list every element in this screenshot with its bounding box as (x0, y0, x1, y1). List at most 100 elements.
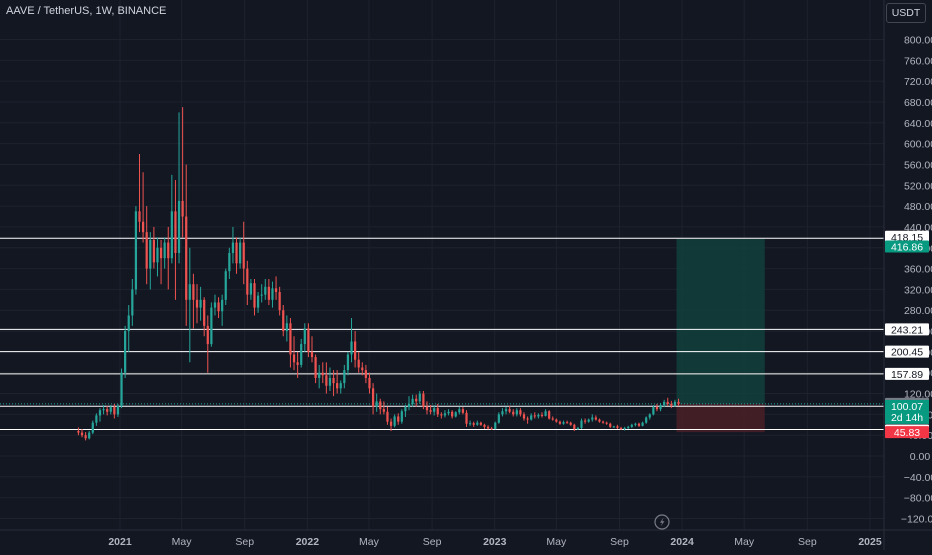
candle-body (91, 422, 94, 433)
candle (318, 364, 321, 389)
candle-body (673, 401, 677, 406)
candle-body (88, 432, 91, 439)
price-tick-label: 680.00 (904, 97, 932, 109)
candle (623, 426, 626, 431)
candle-body (619, 427, 623, 429)
candle-body (80, 432, 84, 436)
candle-body (540, 414, 544, 416)
candle-body (174, 211, 177, 253)
candle-body (156, 247, 159, 263)
candle (544, 409, 547, 417)
candle-body (533, 415, 536, 417)
candle-body (544, 411, 547, 416)
candle-body (210, 307, 213, 345)
target-zone[interactable] (676, 238, 765, 404)
candle (210, 302, 213, 347)
candle-body (472, 423, 475, 425)
price-label-bg (885, 240, 929, 253)
candle (415, 394, 418, 407)
candle (526, 416, 529, 424)
candle-body (249, 283, 253, 295)
candle-body (458, 409, 461, 413)
candle-body (318, 372, 321, 378)
candle (393, 414, 396, 428)
candle (106, 406, 109, 416)
candle (336, 370, 339, 394)
candle (221, 294, 224, 326)
candle-body (537, 414, 540, 417)
candle (522, 412, 526, 421)
candle-body (310, 351, 314, 358)
candle-body (343, 370, 346, 384)
candle (422, 390, 425, 410)
candle-body (612, 426, 615, 428)
candle (332, 370, 335, 397)
candle-body (141, 221, 145, 233)
candle-body (627, 426, 630, 428)
candle (497, 412, 500, 424)
candle (289, 318, 292, 368)
price-tick-label: 720.00 (904, 76, 932, 88)
candle (282, 305, 285, 337)
price-label-bg (885, 345, 929, 358)
candle (670, 400, 673, 409)
candle-body (443, 413, 447, 416)
price-tick-label: −80.00 (904, 493, 932, 505)
candle (145, 206, 148, 285)
candle-body (522, 414, 526, 419)
candle-body (131, 289, 134, 316)
candle-body (307, 328, 310, 352)
time-tick-label: May (546, 536, 567, 548)
candle-body (124, 331, 127, 373)
candle-body (221, 299, 224, 312)
candle (256, 292, 260, 313)
candle-body (461, 409, 465, 413)
candle (368, 372, 371, 394)
price-tick-label: 280.00 (904, 305, 932, 317)
candle-body (468, 423, 472, 425)
symbol-title[interactable]: AAVE / TetherUS, 1W, BINANCE (6, 5, 167, 17)
candle (159, 239, 163, 285)
candle (386, 406, 389, 425)
currency-button[interactable]: USDT (886, 3, 926, 23)
candle (134, 206, 138, 295)
time-axis[interactable]: 2021 May Sep 2022 May Sep 2023 May Sep 2024 May Sep… (108, 536, 882, 548)
candle (583, 418, 587, 424)
price-label-text: 45.83 (894, 427, 920, 439)
candle-body (526, 418, 529, 420)
candle-body (397, 416, 400, 422)
candle-body (436, 408, 439, 415)
tradingview-logo-icon[interactable] (654, 514, 670, 530)
candle (407, 396, 411, 411)
stop-zone[interactable] (676, 403, 765, 433)
candle-body (382, 409, 385, 412)
candle (231, 226, 235, 264)
candle (461, 407, 465, 415)
candle-body (242, 242, 245, 269)
price-labels: 418.15416.86243.21200.45157.89100.1695.6… (885, 230, 929, 439)
candle (116, 403, 120, 417)
candle-body (77, 431, 80, 433)
candle-body (652, 407, 655, 415)
candle-body (231, 242, 235, 253)
candle (573, 423, 576, 432)
candle-body (476, 422, 479, 425)
price-tick-label: 360.00 (904, 264, 932, 276)
position-tool[interactable] (676, 238, 765, 433)
candle (404, 404, 407, 417)
time-tick-label: May (734, 536, 755, 548)
candle (425, 401, 429, 415)
candle (217, 297, 220, 319)
candle-body (576, 427, 580, 429)
price-tick-label: 120.00 (904, 389, 932, 401)
candle-body (605, 422, 608, 424)
candle-body (389, 421, 393, 426)
candle (138, 154, 141, 233)
candle-body (177, 200, 181, 253)
candle (357, 351, 360, 373)
candle (673, 399, 677, 407)
candle-body (415, 398, 418, 402)
